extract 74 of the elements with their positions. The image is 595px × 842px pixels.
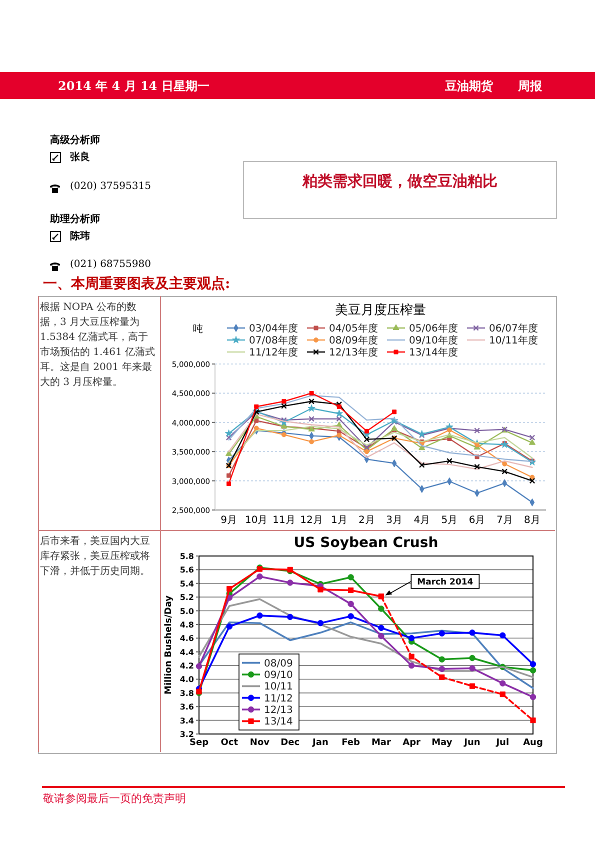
- x-tick-label: Jan: [312, 738, 328, 748]
- text: (020) 37595315: [70, 181, 151, 192]
- text: 一、本周重要图表及主要观点:: [43, 275, 230, 293]
- x-tick-label: 10月: [245, 515, 268, 526]
- legend-label: 03/04年度: [249, 322, 298, 334]
- x-tick-label: May: [432, 738, 452, 748]
- x-tick-label: 5月: [441, 515, 458, 526]
- y-tick-label: 4.4: [180, 648, 194, 657]
- x-tick-label: Aug: [523, 738, 543, 748]
- legend-label: 09/10: [264, 670, 293, 681]
- legend-label: 08/09: [264, 658, 293, 670]
- x-tick-label: Jun: [463, 738, 480, 748]
- x-tick-label: Apr: [402, 738, 422, 748]
- x-tick-label: 3月: [386, 515, 402, 526]
- x-tick-label: 1月: [330, 515, 348, 526]
- text: 粕类需求回暖，做空豆油粕比: [301, 172, 498, 191]
- y-tick-label: 5.4: [180, 579, 194, 588]
- x-tick-label: Mar: [371, 738, 392, 748]
- legend-label: 09/10年度: [409, 334, 458, 346]
- y-tick-label: 4.2: [180, 662, 194, 671]
- text: 根据 NOPA 公布的数据，3 月大豆压榨量为 1.5384 亿蒲式耳，高于市场预估的 1.461 亿蒲式耳。这是自 2001 年来最大的 3 月压榨量。: [40, 300, 156, 390]
- x-tick-label: Nov: [250, 738, 270, 748]
- x-tick-label: Oct: [220, 738, 239, 748]
- y-tick-label: 4.0: [180, 675, 194, 684]
- y-tick-label: 5.0: [180, 606, 194, 616]
- legend-label: 13/14年度: [409, 346, 458, 358]
- y-tick-label: 5.2: [180, 593, 194, 602]
- text: 张良: [70, 150, 90, 164]
- y-tick-label: 4.8: [180, 620, 194, 630]
- text: 周报: [518, 78, 542, 95]
- chart-title: 美豆月度压榨量: [335, 302, 426, 318]
- y-tick-label: 4.6: [180, 634, 194, 644]
- legend-label: 04/05年度: [329, 322, 378, 334]
- y-tick-label: 3.2: [180, 730, 194, 739]
- legend-label: 11/12: [264, 693, 293, 704]
- text: 敬请参阅最后一页的免责声明: [43, 791, 186, 806]
- annotation: March 2014: [417, 577, 474, 588]
- y-tick-label: 3.6: [180, 702, 194, 712]
- text: (021) 68755980: [70, 259, 151, 270]
- text: 后市来看，美豆国内大豆库存紧张，美豆压榨或将下滑，并低于历史同期。: [40, 534, 151, 579]
- chart-title: US Soybean Crush: [294, 535, 438, 551]
- text: 2014 年 4 月 14 日星期一: [58, 78, 210, 95]
- x-tick-label: 6月: [468, 515, 486, 526]
- x-tick-label: 9月: [220, 515, 237, 526]
- text: 助理分析师: [50, 212, 100, 226]
- x-tick-label: 7月: [496, 515, 513, 526]
- text: 高级分析师: [50, 133, 100, 147]
- y-tick-label: 5.8: [180, 552, 194, 561]
- legend-label: 05/06年度: [409, 322, 458, 334]
- y-axis-title: Million Bushels/Day: [164, 595, 174, 695]
- legend-label: 12/13: [264, 705, 293, 716]
- legend-label: 12/13年度: [329, 346, 378, 358]
- y-axis-title: 吨: [193, 323, 203, 335]
- x-tick-label: Sep: [189, 738, 210, 748]
- x-tick-label: 8月: [524, 515, 540, 526]
- y-tick-label: 3.8: [180, 688, 194, 698]
- legend-label: 10/11: [264, 682, 293, 693]
- x-tick-label: 4月: [414, 515, 430, 526]
- x-tick-label: 11月: [272, 515, 296, 526]
- text: 陈玮: [70, 230, 90, 243]
- legend-label: 08/09年度: [329, 334, 378, 346]
- x-tick-label: Feb: [342, 738, 361, 748]
- x-tick-label: Dec: [280, 738, 300, 748]
- x-tick-label: 12月: [300, 515, 323, 526]
- legend-label: 07/08年度: [249, 334, 298, 346]
- legend-label: 06/07年度: [489, 322, 538, 334]
- y-tick-label: 5.6: [180, 566, 194, 575]
- text: 豆油期货: [445, 78, 493, 95]
- legend-label: 13/14: [264, 716, 293, 728]
- x-tick-label: Jul: [495, 738, 510, 748]
- legend-label: 11/12年度: [249, 346, 298, 358]
- y-tick-label: 3.4: [180, 716, 194, 726]
- legend-label: 10/11年度: [489, 334, 538, 346]
- x-tick-label: 2月: [358, 515, 375, 526]
